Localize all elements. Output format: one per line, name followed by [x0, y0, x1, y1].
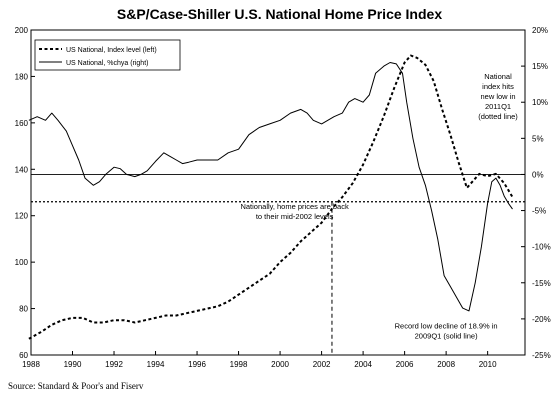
y-left-tick-label: 180 — [15, 72, 29, 81]
y-right-tick-label: -10% — [532, 243, 551, 252]
x-tick-label: 2004 — [354, 360, 372, 369]
x-tick-label: 2002 — [313, 360, 331, 369]
annotation-1-line: index hits — [482, 82, 514, 91]
x-tick-label: 2006 — [396, 360, 414, 369]
x-tick-label: 1992 — [105, 360, 123, 369]
x-tick-label: 1998 — [230, 360, 248, 369]
y-right-tick-label: -20% — [532, 315, 551, 324]
chart-title: S&P/Case-Shiller U.S. National Home Pric… — [116, 6, 443, 22]
y-right-tick-label: -25% — [532, 351, 551, 360]
annotation-2-line: 2009Q1 (solid line) — [415, 331, 478, 340]
legend-box — [34, 39, 181, 71]
y-right-tick-label: 15% — [532, 62, 548, 71]
annotation-1-line: National — [484, 72, 512, 81]
y-right-tick-label: -5% — [532, 207, 546, 216]
x-tick-label: 1994 — [147, 360, 165, 369]
y-right-tick-label: 5% — [532, 134, 544, 143]
y-left-tick-label: 200 — [15, 26, 29, 35]
annotation-0-line: Nationally, home prices are back — [240, 202, 348, 211]
x-tick-label: 1990 — [64, 360, 82, 369]
x-tick-label: 2008 — [437, 360, 455, 369]
annotation-0-line: to their mid-2002 levels — [256, 212, 334, 221]
y-left-tick-label: 160 — [15, 119, 29, 128]
annotation-2-line: Record low decline of 18.9% in — [395, 321, 498, 330]
x-tick-label: 1996 — [188, 360, 206, 369]
legend-entry-yoy-change: US National, %chya (right) — [66, 60, 148, 67]
plot-frame — [30, 29, 526, 356]
annotation-1-line: (dotted line) — [478, 112, 518, 121]
annotation-1-line: 2011Q1 — [485, 102, 511, 111]
y-left-tick-label: 100 — [15, 258, 29, 267]
y-right-tick-label: 10% — [532, 98, 548, 107]
x-tick-label: 2000 — [271, 360, 289, 369]
y-left-tick-label: 140 — [15, 165, 29, 174]
y-left-tick-label: 60 — [19, 351, 28, 360]
annotation-1-line: new low in — [481, 92, 516, 101]
x-tick-label: 1988 — [22, 360, 40, 369]
y-right-tick-label: -15% — [532, 279, 551, 288]
y-left-tick-label: 80 — [19, 305, 28, 314]
legend-entry-index-level: US National, Index level (left) — [66, 47, 157, 54]
series-index-level-line — [28, 54, 514, 340]
series-yoy-change-line — [28, 62, 513, 312]
y-left-tick-label: 120 — [15, 212, 29, 221]
source-note: Source: Standard & Poor's and Fiserv — [8, 381, 144, 391]
x-tick-label: 2010 — [479, 360, 497, 369]
y-right-tick-label: 0% — [532, 170, 544, 179]
y-right-tick-label: 20% — [532, 26, 548, 35]
